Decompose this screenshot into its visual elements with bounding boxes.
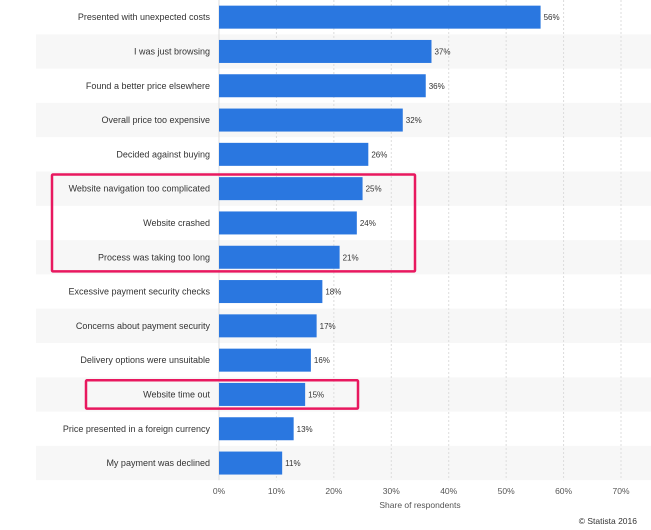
highlight-boxes [50, 173, 417, 410]
category-label: My payment was declined [106, 458, 210, 468]
value-label: 13% [297, 425, 313, 434]
value-labels: 56% 37% 36% 32% 26% 25% 24% 21% 18% 17% 16% 15% 13% 1… [285, 13, 559, 468]
category-labels: Presented with unexpected costs I was jus… [63, 12, 211, 468]
x-tick-label: 40% [440, 486, 457, 496]
bar [219, 5, 541, 29]
bar [219, 314, 317, 338]
category-label: Delivery options were unsuitable [80, 355, 210, 365]
value-label: 16% [314, 356, 330, 365]
source-credit: © Statista 2016 [578, 516, 637, 526]
category-label: Price presented in a foreign currency [63, 424, 211, 434]
category-label: Website time out [143, 389, 210, 399]
value-label: 32% [406, 116, 422, 125]
highlight-box [50, 173, 417, 273]
row-stripe [36, 445, 651, 481]
value-label: 18% [325, 288, 341, 297]
bar [219, 382, 306, 406]
value-label: 56% [544, 13, 560, 22]
row-stripe [36, 308, 651, 343]
bar [219, 211, 357, 235]
value-label: 24% [360, 219, 376, 228]
highlight-box [84, 379, 360, 410]
x-axis-title: Share of respondents [379, 500, 460, 510]
category-label: Website crashed [143, 218, 210, 228]
category-label: Excessive payment security checks [68, 287, 210, 297]
bar [219, 348, 311, 372]
category-label: I was just browsing [134, 46, 210, 56]
category-label: Concerns about payment security [76, 321, 211, 331]
bar [219, 108, 403, 132]
value-label: 15% [308, 390, 324, 399]
value-label: 17% [320, 322, 336, 331]
row-stripe [36, 377, 651, 412]
bars [219, 5, 541, 475]
x-tick-labels: 0% 10% 20% 30% 40% 50% 60% 70% [213, 486, 630, 496]
value-label: 37% [434, 47, 450, 56]
value-label: 25% [366, 185, 382, 194]
row-stripe [36, 240, 651, 275]
x-tick-label: 60% [555, 486, 572, 496]
bar [219, 451, 283, 475]
x-tick-label: 30% [383, 486, 400, 496]
row-stripes [36, 34, 651, 481]
value-label: 21% [343, 253, 359, 262]
bar [219, 177, 363, 201]
x-tick-label: 50% [498, 486, 515, 496]
category-label: Found a better price elsewhere [86, 81, 210, 91]
value-label: 26% [371, 150, 387, 159]
bar [219, 417, 294, 441]
category-label: Decided against buying [116, 149, 210, 159]
x-tick-label: 10% [268, 486, 285, 496]
x-tick-label: 20% [325, 486, 342, 496]
category-label: Overall price too expensive [101, 115, 210, 125]
value-label: 11% [285, 459, 300, 468]
x-tick-label: 70% [612, 486, 629, 496]
category-label: Website navigation too complicated [69, 184, 210, 194]
value-label: 36% [429, 82, 445, 91]
category-label: Presented with unexpected costs [78, 12, 211, 22]
bar [219, 39, 432, 63]
bar [219, 280, 323, 304]
bar [219, 74, 426, 98]
bar [219, 142, 369, 166]
bar [219, 245, 340, 269]
x-tick-label: 0% [213, 486, 226, 496]
category-label: Process was taking too long [98, 252, 210, 262]
